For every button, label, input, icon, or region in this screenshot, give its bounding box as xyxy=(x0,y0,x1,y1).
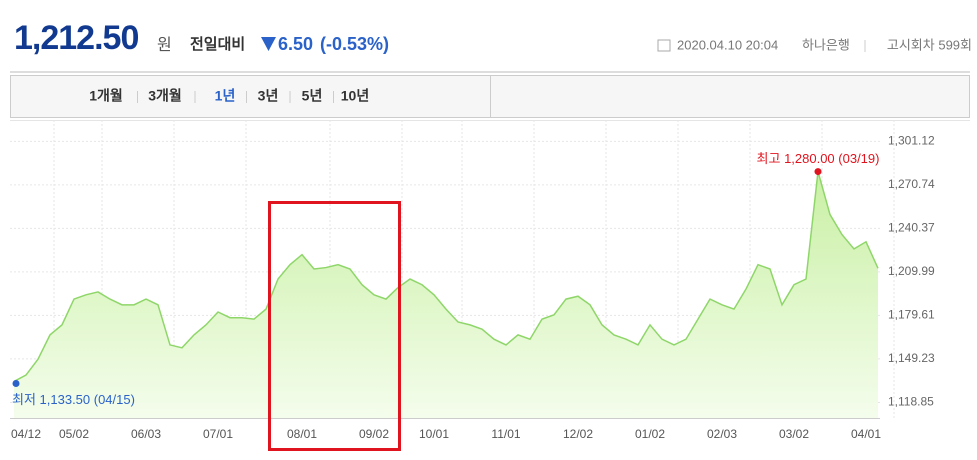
calendar-icon xyxy=(657,39,671,52)
tab[interactable]: 10년 xyxy=(341,88,369,104)
x-tick-label: 08/01 xyxy=(287,427,317,441)
highlight-box xyxy=(268,201,401,451)
down-icon xyxy=(261,37,276,51)
area xyxy=(14,171,878,418)
price: 1,212.50 xyxy=(14,19,138,57)
tab[interactable]: 3년 xyxy=(258,88,279,104)
round: 고시회차 599회 xyxy=(887,37,972,52)
change: 6.50 xyxy=(278,34,313,54)
y-tick-label: 1,270.74 xyxy=(888,177,935,191)
y-tick-label: 1,118.85 xyxy=(888,395,934,409)
min-marker xyxy=(12,379,20,387)
x-tick-label: 02/03 xyxy=(707,427,737,441)
x-tick-label: 01/02 xyxy=(635,427,665,441)
tab[interactable]: 3개월 xyxy=(148,88,182,104)
x-tick-label: 05/02 xyxy=(59,427,89,441)
min-label: 최저 1,133.50 (04/15) xyxy=(12,392,135,407)
change-pct: (-0.53%) xyxy=(320,34,389,54)
bank: 하나은행 xyxy=(802,37,850,52)
max-label: 최고 1,280.00 (03/19) xyxy=(757,151,880,166)
x-tick-label: 03/02 xyxy=(779,427,809,441)
tab[interactable]: 1년 xyxy=(215,88,236,104)
datetime: 2020.04.10 20:04 xyxy=(677,37,778,52)
change-label: 전일대비 xyxy=(190,36,245,53)
x-tick-label: 04/12 xyxy=(11,427,41,441)
x-tick-label: 10/01 xyxy=(419,427,449,441)
unit: 원 xyxy=(157,36,172,54)
x-tick-label: 06/03 xyxy=(131,427,161,441)
line xyxy=(13,171,879,383)
x-tick-label: 11/01 xyxy=(491,427,520,441)
y-tick-label: 1,240.37 xyxy=(888,221,935,235)
y-tick-label: 1,179.61 xyxy=(888,308,935,322)
tab[interactable]: 5년 xyxy=(302,88,323,104)
x-tick-label: 12/02 xyxy=(563,427,593,441)
y-tick-label: 1,149.23 xyxy=(888,351,935,365)
tab[interactable]: 1개월 xyxy=(89,88,123,104)
y-tick-label: 1,209.99 xyxy=(888,264,935,278)
y-tick-label: 1,301.12 xyxy=(888,133,935,147)
x-tick-label: 04/01 xyxy=(851,427,881,441)
x-tick-label: 09/02 xyxy=(359,427,389,441)
max-marker xyxy=(814,168,822,176)
x-tick-label: 07/01 xyxy=(203,427,233,441)
